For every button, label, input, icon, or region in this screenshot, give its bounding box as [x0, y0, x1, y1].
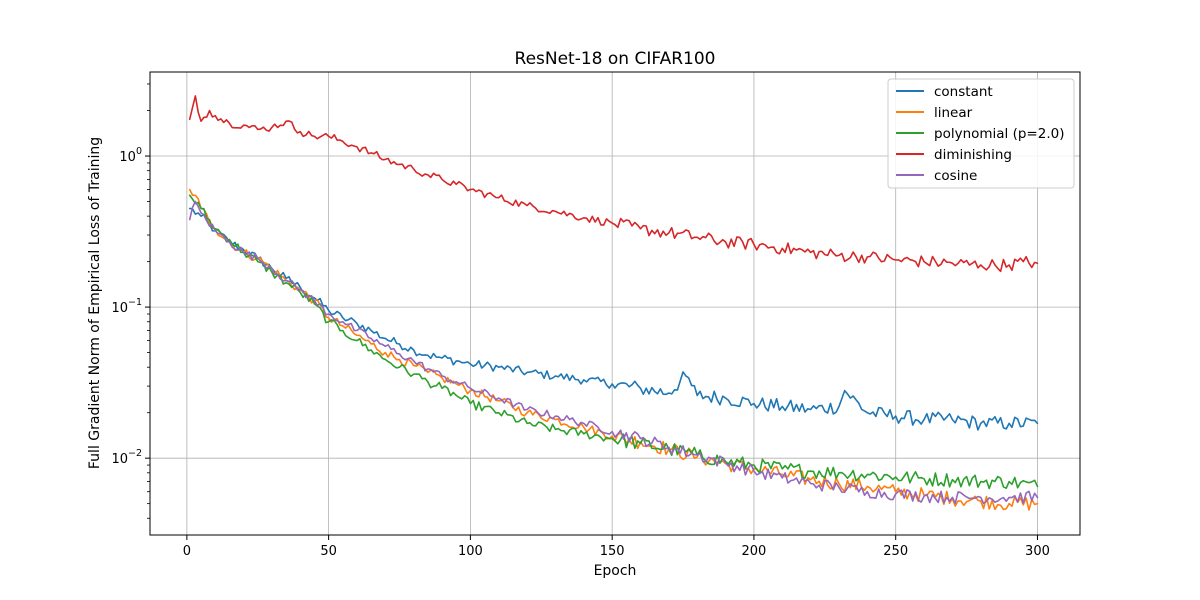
x-tick-label: 0: [183, 544, 191, 559]
x-tick-label: 150: [600, 544, 625, 559]
chart-title: ResNet-18 on CIFAR100: [515, 49, 716, 69]
legend-label: cosine: [934, 168, 977, 184]
x-axis-label: Epoch: [594, 563, 637, 579]
legend-label: diminishing: [934, 147, 1012, 163]
axes-frame: [149, 71, 1081, 536]
x-tick-label: 50: [320, 544, 337, 559]
legend-label: polynomial (p=2.0): [934, 126, 1065, 142]
y-axis-label: Full Gradient Norm of Empirical Loss of …: [87, 137, 103, 469]
series-lines: [188, 95, 1039, 511]
legend-label: constant: [934, 84, 993, 100]
legend: constant linear polynomial (p=2.0) diminish…: [887, 78, 1075, 189]
legend-items: constant linear polynomial (p=2.0) diminish…: [896, 84, 1065, 184]
x-tick-label: 100: [458, 544, 483, 559]
x-tick-label: 300: [1025, 544, 1050, 559]
x-tick-label: 250: [883, 544, 908, 559]
series-line-cosine: [188, 200, 1039, 505]
series-line-linear: [188, 188, 1039, 511]
series-line-constant: [188, 207, 1039, 431]
series-line-polynomial-p-2-0-: [188, 194, 1039, 490]
x-tick-label: 200: [742, 544, 767, 559]
series-line-diminishing: [188, 95, 1039, 273]
legend-box: [887, 78, 1075, 189]
legend-label: linear: [934, 105, 973, 121]
